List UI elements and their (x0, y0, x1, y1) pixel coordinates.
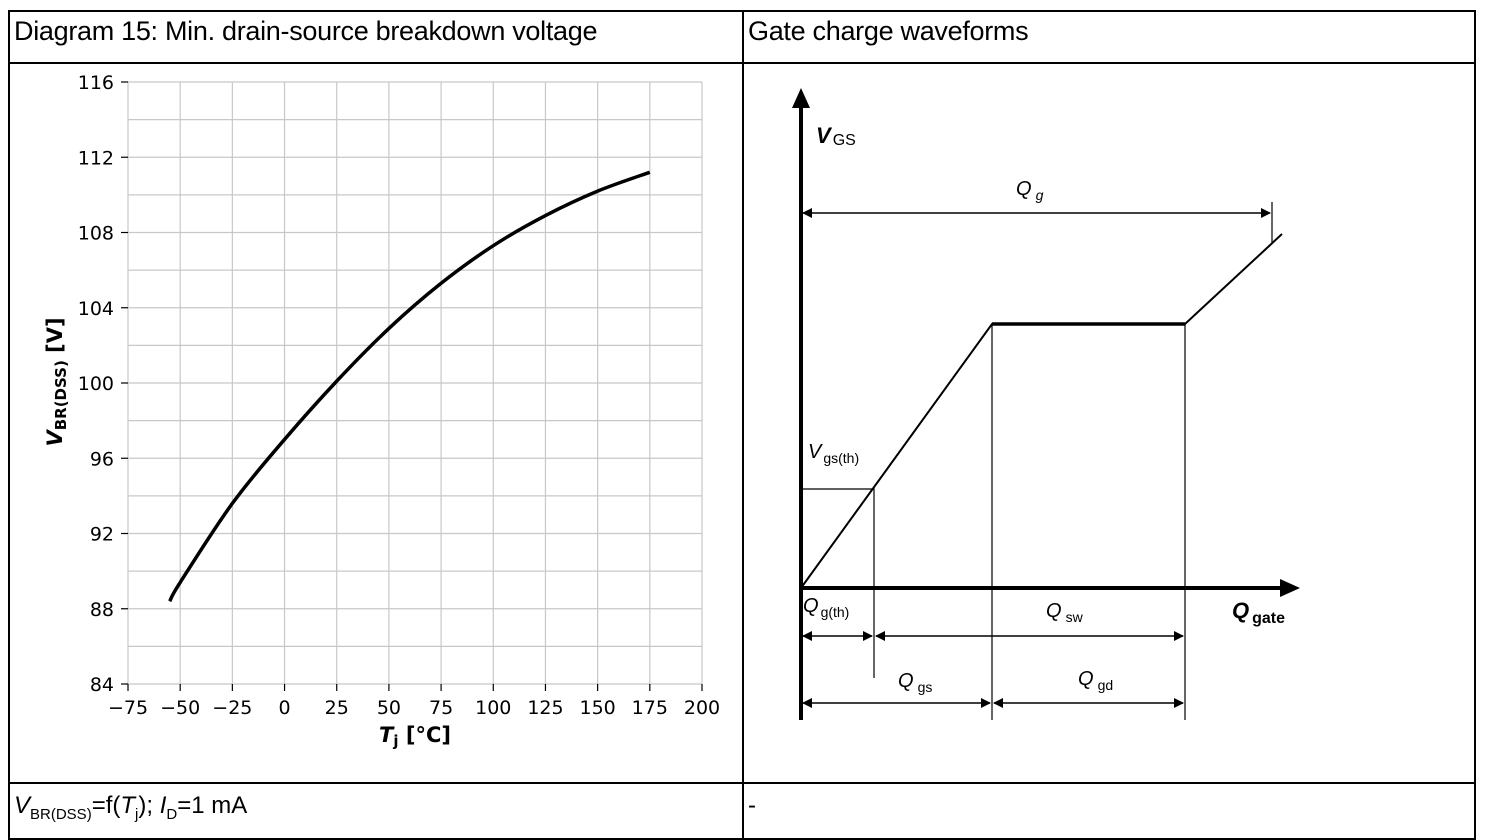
breakdown-voltage-chart: 84 88 92 96 100 104 108 112 116 −75 −50 −25 0 25 50 75 1… (43, 72, 720, 750)
right-caption: - (748, 792, 756, 819)
x-tick-label: 75 (429, 697, 453, 719)
vgs-th-guide (801, 488, 875, 678)
y-tick-label: 108 (78, 223, 114, 245)
x-tick-label: 50 (377, 697, 401, 719)
y-tick-label: 100 (78, 373, 114, 395)
vgs-axis-arrow (792, 88, 810, 108)
x-tick-label: 0 (278, 697, 290, 719)
x-tick-label: −50 (160, 697, 200, 719)
y-tick-label: 96 (90, 448, 114, 470)
x-tick-label: 175 (632, 697, 668, 719)
y-tick-label: 92 (90, 524, 114, 546)
left-panel-title: Diagram 15: Min. drain-source breakdown … (14, 16, 598, 46)
x-tick-label: 25 (325, 697, 349, 719)
y-axis-label: VBR(DSS) [V] (43, 317, 70, 446)
left-caption: VBR(DSS)=f(Tj); ID=1 mA (14, 792, 248, 823)
x-tick-label: 125 (527, 697, 563, 719)
y-tick-label: 88 (90, 599, 114, 621)
breakdown-voltage-curve (168, 170, 651, 603)
x-axis-label: Tj [°C] (379, 723, 451, 750)
qgate-axis-arrow (1280, 579, 1300, 597)
header-divider (10, 62, 1474, 64)
x-tick-label: −75 (108, 697, 148, 719)
x-tick-label: 150 (580, 697, 616, 719)
column-divider (742, 12, 744, 838)
y-tick-label: 84 (90, 674, 114, 696)
right-panel-title: Gate charge waveforms (748, 16, 1029, 46)
y-tick-label: 104 (78, 298, 114, 320)
gate-voltage-waveform (800, 233, 1283, 589)
y-tick-label: 116 (78, 72, 114, 94)
label-vgs: V GS (816, 123, 856, 149)
y-tick-label: 112 (78, 147, 114, 169)
x-tick-label: −25 (212, 697, 252, 719)
x-tick-label: 200 (684, 697, 720, 719)
x-tick-label: 100 (475, 697, 511, 719)
caption-divider (10, 782, 1474, 784)
